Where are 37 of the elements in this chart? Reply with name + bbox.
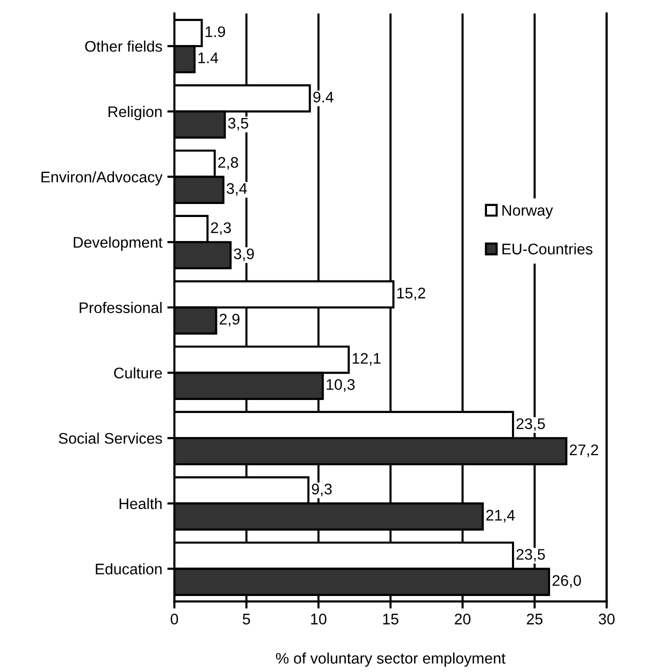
data-label: 23,5 <box>516 548 545 562</box>
x-axis-title: % of voluntary sector employment <box>276 652 506 667</box>
x-tick-label: 25 <box>526 614 542 624</box>
data-label: 23,5 <box>516 418 545 431</box>
y-tick-label: Professional <box>80 302 162 314</box>
data-label: 3,4 <box>226 183 247 196</box>
data-label: 15,2 <box>397 288 426 300</box>
y-tick-label: Education <box>96 563 162 574</box>
x-tick-label: 30 <box>598 614 615 624</box>
data-label: 27,2 <box>570 444 598 458</box>
y-tick-label: Religion <box>108 106 162 120</box>
data-label: 10,3 <box>326 379 355 392</box>
data-label: 9.4 <box>313 92 334 102</box>
x-tick-label: 20 <box>454 614 470 624</box>
data-label: 2,3 <box>211 222 231 235</box>
data-label: 1.9 <box>206 26 226 38</box>
y-tick-label: Social Services <box>58 432 162 444</box>
y-tick-label: Culture <box>114 367 162 378</box>
data-label: 2,8 <box>218 156 238 170</box>
data-label: 2,9 <box>220 314 240 326</box>
data-label: 3,9 <box>234 248 254 262</box>
legend-label: Norway <box>502 205 553 219</box>
y-tick-label: Environ/Advocacy <box>42 171 163 186</box>
x-tick-label: 0 <box>170 614 178 624</box>
legend-label: EU-Countries <box>502 243 592 254</box>
data-label: 21,4 <box>486 510 515 522</box>
x-tick-label: 15 <box>383 614 398 624</box>
data-label: 26,0 <box>552 575 581 588</box>
y-tick-label: Health <box>120 498 162 510</box>
data-label: 9,3 <box>312 484 332 496</box>
data-label: 3,5 <box>228 118 248 130</box>
data-label: 1.4 <box>198 52 218 64</box>
y-tick-label: Other fields <box>85 40 162 52</box>
y-tick-label: Development <box>74 236 162 251</box>
x-tick-label: 10 <box>311 614 326 624</box>
x-tick-label: 5 <box>242 614 250 624</box>
data-label: 12,1 <box>352 352 380 366</box>
